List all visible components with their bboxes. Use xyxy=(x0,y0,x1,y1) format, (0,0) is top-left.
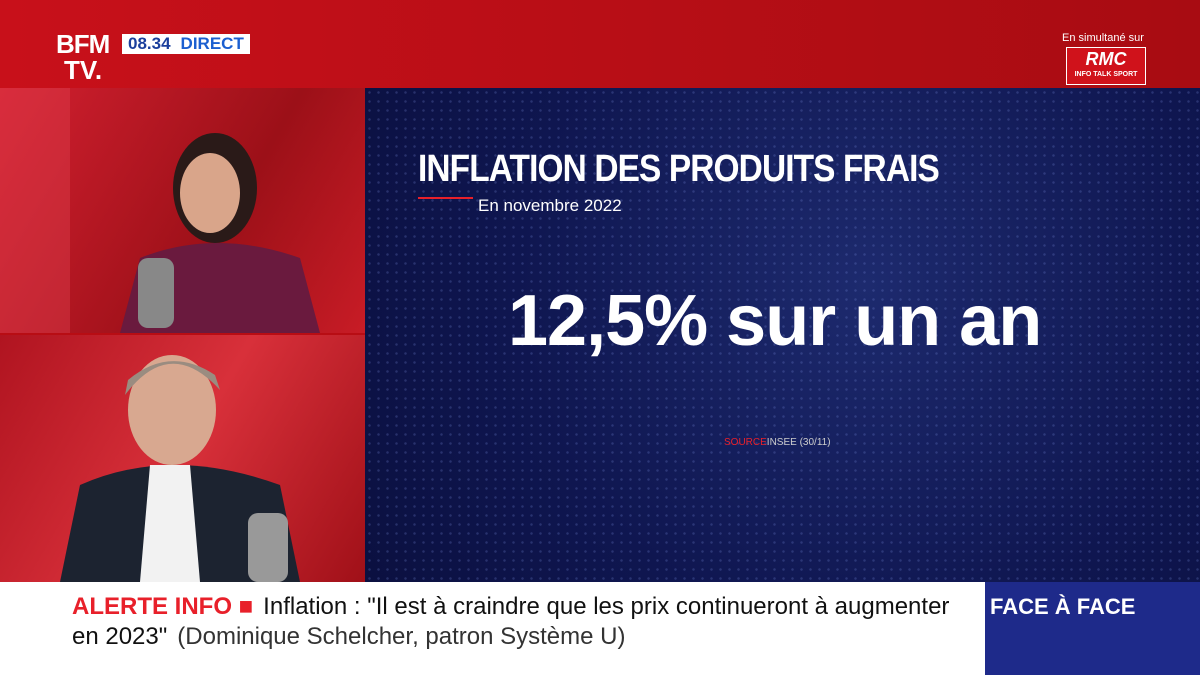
partner-tagline: INFO TALK SPORT xyxy=(1074,71,1138,78)
live-box: 08.34 DIRECT xyxy=(122,34,250,54)
partner: RMC xyxy=(1085,49,1127,69)
ticker-headline: Inflation : "Il est à craindre que les p… xyxy=(72,593,950,650)
source: SOURCEINSEE (30/11) xyxy=(724,437,831,448)
program-box xyxy=(985,582,1200,675)
alert-label: ALERTE INFO ■ xyxy=(72,593,254,620)
graphic-panel xyxy=(365,88,1200,582)
source-label: SOURCE xyxy=(724,437,767,448)
accent-line xyxy=(418,197,473,199)
video-feed xyxy=(0,88,365,333)
time: 08.34 xyxy=(128,34,171,53)
logo: TV. xyxy=(64,55,103,85)
ticker-banner xyxy=(0,582,985,675)
source-text: INSEE (30/11) xyxy=(766,437,831,448)
ticker-text: ALERTE INFO ■ Inflation : "Il est à crain… xyxy=(72,592,972,652)
graphic-pattern xyxy=(365,88,1200,582)
attribution: (Dominique Schelcher, patron Système U) xyxy=(177,623,626,650)
live-label: DIRECT xyxy=(180,34,244,53)
graphic-title: INFLATION DES PRODUITS FRAIS xyxy=(418,148,940,190)
partner-logo: RMC INFO TALK SPORT xyxy=(1066,47,1146,85)
program-name: FACE À FACE xyxy=(990,594,1136,619)
presenter xyxy=(0,88,320,333)
guest xyxy=(60,355,300,582)
graphic-subtitle: En novembre 2022 xyxy=(478,196,622,215)
graphic-headline: 12,5% sur un an xyxy=(508,281,1042,361)
video-feed xyxy=(0,335,365,582)
simulcast: En simultané sur xyxy=(1062,32,1144,44)
logo: BFM xyxy=(56,29,110,59)
